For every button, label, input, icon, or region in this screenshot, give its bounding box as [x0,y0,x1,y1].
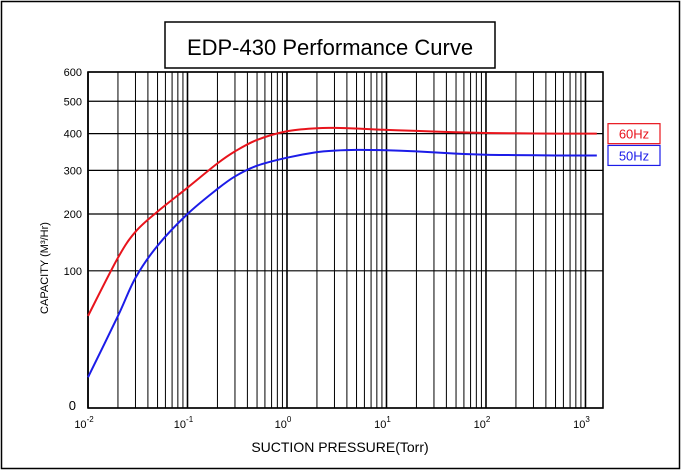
x-axis-label: SUCTION PRESSURE(Torr) [251,439,428,455]
y-tick-label: 600 [64,67,82,79]
x-tick-label: 100 [275,415,292,431]
y-tick-label: 100 [64,266,82,278]
x-tick-label: 10-1 [174,415,194,431]
y-tick-labels: 0 100 200 300 400 500 600 [64,67,82,413]
legend-item-60hz: 60Hz [607,123,661,145]
x-tick-label: 103 [573,415,590,431]
series-lines [87,126,597,378]
series-line-60hz [87,126,597,317]
series-line-50hz [87,148,597,378]
grid-lines [87,71,604,409]
chart-title: EDP-430 Performance Curve [187,35,473,60]
x-tick-label: 101 [374,415,391,431]
x-tick-labels: 10-2 10-1 100 101 102 103 [74,415,590,431]
legend-label: 50Hz [619,148,649,163]
y-tick-label: 300 [64,165,82,177]
legend-item-50hz: 50Hz [607,144,661,167]
legend-box [607,123,661,145]
title-box [164,21,496,69]
x-tick-label: 10-2 [74,415,94,431]
y-tick-label: 0 [69,398,76,413]
y-tick-label: 200 [64,209,82,221]
legend: 60Hz 50Hz [607,123,661,167]
y-tick-label: 400 [64,129,82,141]
legend-label: 60Hz [619,127,649,142]
y-axis-label: CAPACITY (M³/Hr) [39,222,51,314]
plot-border [87,71,604,409]
y-tick-label: 500 [64,96,82,108]
legend-box [607,144,661,167]
x-tick-label: 102 [474,415,491,431]
